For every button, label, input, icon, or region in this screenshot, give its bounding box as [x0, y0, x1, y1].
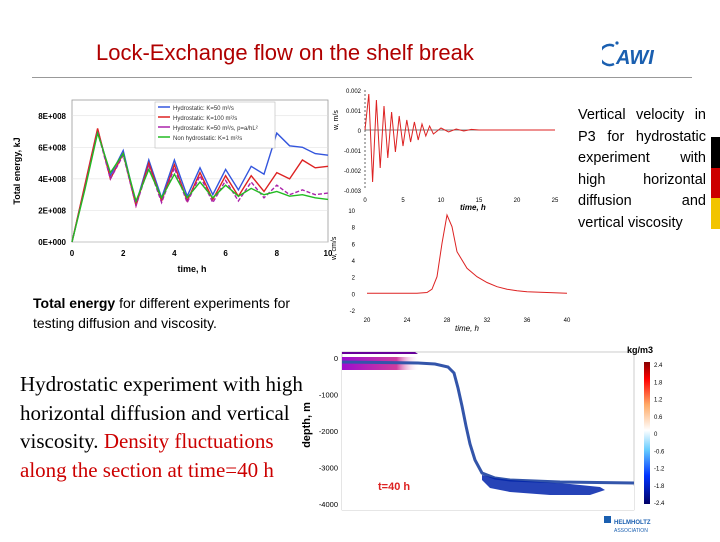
velocity-top-y-tick-label: 0	[358, 129, 362, 135]
velocity-top-x-label: time, h	[460, 203, 486, 212]
velocity-bottom-x-tick-label: 28	[444, 318, 451, 324]
energy-x-tick-label: 0	[70, 249, 75, 258]
velocity-bottom-x-tick-label: 36	[524, 318, 531, 324]
energy-legend-entry: Hydrostatic: K=50 m²/s, p=a/hL²	[173, 126, 258, 132]
density-colorbar-tick-label: 1.2	[654, 398, 663, 404]
velocity-bottom-x-tick-label: 40	[564, 318, 571, 324]
density-colorbar-tick-label: -1.8	[654, 484, 665, 490]
velocity-bottom-line	[367, 213, 568, 294]
velocity-top-x-tick-label: 10	[438, 198, 445, 204]
energy-caption-bold: Total energy	[33, 295, 116, 311]
velocity-top-x-tick-label: 0	[363, 198, 367, 204]
velocity-top-y-tick-label: -0.001	[344, 149, 362, 155]
velocity-top-x-tick-label: 20	[514, 198, 521, 204]
velocity-chart-top: 0.002 0.001 0 -0.001 -0.002 -0.003 0 5 10 15 20 25…	[333, 89, 559, 212]
energy-x-tick-label: 10	[324, 249, 333, 258]
energy-legend: Hydrostatic: K=50 m²/s Hydrostatic: K=100…	[154, 101, 276, 149]
velocity-bottom-x-label: time, h	[455, 324, 480, 333]
velocity-top-x-tick-label: 15	[476, 198, 483, 204]
hydrostatic-caption: Hydrostatic experiment with high horizon…	[20, 370, 320, 484]
density-y-label: depth, m	[301, 402, 313, 448]
velocity-top-y-tick-label: -0.002	[344, 169, 362, 175]
flag-strip	[711, 137, 720, 229]
velocity-bottom-x-tick-label: 24	[404, 318, 411, 324]
energy-y-tick-label: 4E+008	[38, 175, 66, 184]
energy-caption-text: for different experiments for testing di…	[33, 295, 291, 331]
helmholtz-logo-icon: HELMHOLTZ ASSOCIATION	[604, 516, 651, 534]
energy-y-label: Total energy, kJ	[12, 137, 22, 204]
density-colorbar-tick-label: 2.4	[654, 363, 663, 369]
awi-logo-text: AWI	[615, 47, 654, 69]
helmholtz-line2: ASSOCIATION	[614, 528, 648, 534]
velocity-bottom-y-tick-label: -2	[350, 309, 356, 315]
velocity-bottom-y-tick-label: 6	[352, 242, 356, 248]
density-colorbar-tick-label: 0	[654, 432, 658, 438]
energy-x-tick-label: 6	[223, 249, 228, 258]
density-y-tick-label: 0	[334, 354, 338, 363]
energy-y-tick-label: 0E+000	[38, 238, 66, 247]
velocity-top-x-tick-label: 25	[552, 198, 559, 204]
energy-series-line	[71, 130, 329, 243]
awi-logo: AWI	[598, 34, 662, 74]
velocity-bottom-y-tick-label: 4	[352, 259, 356, 265]
energy-chart: 0E+000 2E+008 4E+008 6E+008 8E+008 0 2 4 6 8 10 t…	[12, 99, 333, 274]
density-y-tick-label: -1000	[319, 391, 338, 400]
bottom-density-anomaly	[482, 475, 605, 495]
velocity-bottom-x-tick-label: 20	[364, 318, 371, 324]
helmholtz-line1: HELMHOLTZ	[614, 520, 651, 526]
density-colorbar-tick-label: -1.2	[654, 467, 665, 473]
energy-x-tick-label: 2	[121, 249, 126, 258]
energy-caption: Total energy for different experiments f…	[33, 293, 323, 333]
energy-y-tick-label: 2E+008	[38, 206, 66, 215]
page-title: Lock-Exchange flow on the shelf break	[96, 40, 474, 65]
density-colorbar-tick-label: -0.6	[654, 449, 665, 455]
energy-y-tick-label: 8E+008	[38, 112, 66, 121]
density-fluctuation-caption: Density fluctuations along the section a…	[20, 429, 274, 482]
velocity-bottom-y-tick-label: 10	[348, 209, 355, 215]
density-y-tick-label: -3000	[319, 464, 338, 473]
density-y-tick-label: -2000	[319, 427, 338, 436]
title-divider	[32, 77, 692, 78]
velocity-top-x-tick-label: 5	[401, 198, 405, 204]
energy-y-tick-label: 6E+008	[38, 143, 66, 152]
velocity-bottom-y-label: w, cm/s	[331, 236, 338, 261]
density-y-tick-label: -4000	[319, 500, 338, 509]
velocity-bottom-y-tick-label: 8	[352, 226, 356, 232]
vertical-velocity-caption: Vertical velocity in P3 for hydrostatic …	[578, 107, 706, 231]
density-colorbar-tick-label: 1.8	[654, 380, 663, 386]
density-section-chart: 0 -1000 -2000 -3000 -4000 depth, m t=40 h 2.…	[301, 345, 665, 511]
bottom-density-line	[341, 360, 635, 485]
energy-legend-entry: Hydrostatic: K=50 m²/s	[173, 106, 234, 112]
density-colorbar-tick-label: 0.6	[654, 415, 663, 421]
water-region	[342, 358, 634, 510]
velocity-top-line	[364, 93, 555, 183]
density-colorbar-tick-label: -2.4	[654, 501, 665, 507]
velocity-bottom-x-tick-label: 32	[484, 318, 491, 324]
density-colorbar-label: kg/m3	[627, 345, 653, 355]
energy-x-tick-label: 8	[275, 249, 280, 258]
density-colorbar	[644, 362, 650, 504]
velocity-top-y-tick-label: 0.002	[346, 89, 362, 95]
energy-legend-entry: Hydrostatic: K=100 m²/s	[173, 116, 237, 122]
velocity-top-y-tick-label: 0.001	[346, 109, 362, 115]
helmholtz-logo: HELMHOLTZ ASSOCIATION	[604, 513, 660, 537]
velocity-top-y-tick-label: -0.003	[344, 189, 362, 195]
velocity-top-y-label: w, m/s	[333, 110, 340, 131]
energy-x-label: time, h	[177, 264, 206, 274]
velocity-bottom-y-tick-label: 2	[352, 276, 356, 282]
hydrostatic-caption-text: Hydrostatic experiment with high horizon…	[20, 372, 303, 453]
velocity-bottom-y-tick-label: 0	[352, 292, 356, 298]
energy-legend-entry: Non hydrostatic: K=1 m²/s	[173, 136, 242, 142]
density-time-annotation: t=40 h	[378, 481, 410, 493]
energy-x-tick-label: 4	[172, 249, 177, 258]
surface-density-band	[342, 352, 418, 354]
energy-series-line	[71, 131, 329, 243]
awi-logo-icon: AWI	[598, 41, 654, 69]
